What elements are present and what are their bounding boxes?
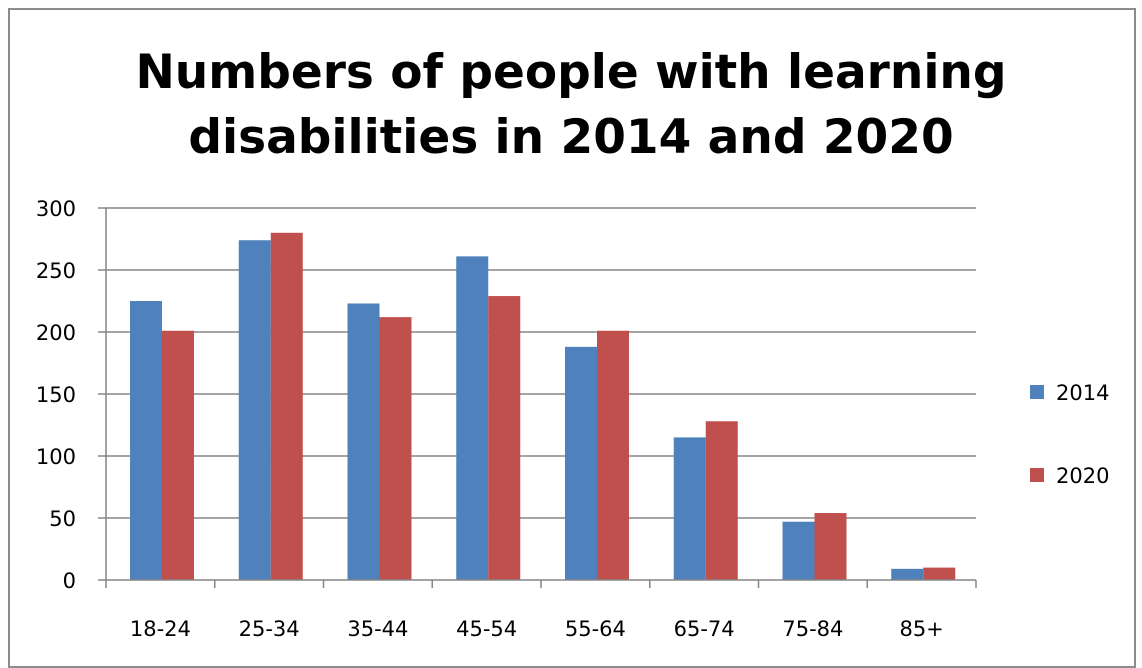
x-tick-label: 55-64	[565, 617, 626, 641]
bar-2020-75-84	[814, 513, 847, 580]
x-tick-label: 25-34	[239, 617, 300, 641]
bar-chart: 0 50 100 150 200 250 300 18-24 25-34 35-44 45-54 55…	[36, 197, 1110, 641]
chart-title-line-2: disabilities in 2014 and 2020	[188, 110, 954, 165]
bar-2014-45-54	[456, 256, 489, 580]
bar-2014-85+	[891, 568, 924, 580]
bar-2014-75-84	[782, 521, 815, 580]
bar-2020-55-64	[597, 330, 629, 580]
x-tick-label: 85+	[899, 617, 943, 641]
x-tick-label: 45-54	[456, 617, 517, 641]
bar-2020-18-24	[162, 330, 194, 580]
legend-swatch-2014	[1030, 385, 1044, 399]
bars	[130, 232, 956, 581]
bar-2020-25-34	[270, 232, 303, 581]
y-tick-label: 250	[36, 259, 76, 283]
x-tick-label: 75-84	[782, 617, 843, 641]
legend-swatch-2020	[1030, 468, 1044, 482]
y-tick-label: 50	[49, 507, 76, 531]
bar-2014-65-74	[673, 437, 706, 580]
bar-2014-18-24	[130, 301, 162, 580]
gridlines	[106, 207, 976, 519]
y-tick-label: 0	[63, 569, 76, 593]
bar-2014-35-44	[347, 303, 380, 580]
legend-label-2020: 2020	[1056, 464, 1109, 488]
x-tick-label: 35-44	[347, 617, 408, 641]
bar-2020-35-44	[379, 317, 412, 580]
bar-2020-45-54	[488, 296, 521, 580]
legend: 2014 2020	[1030, 381, 1109, 488]
y-tick-label: 150	[36, 383, 76, 407]
chart-title: Numbers of people with learning disabili…	[0, 40, 1142, 170]
x-tick-label: 65-74	[674, 617, 735, 641]
legend-label-2014: 2014	[1056, 381, 1109, 405]
bar-2014-55-64	[565, 346, 597, 580]
y-tick-label: 300	[36, 197, 76, 221]
x-tick-label: 18-24	[130, 617, 191, 641]
bar-2020-65-74	[705, 421, 738, 580]
bar-2014-25-34	[238, 240, 271, 581]
axes: 0 50 100 150 200 250 300 18-24 25-34 35-44 45-54 55…	[36, 197, 977, 641]
chart-title-line-1: Numbers of people with learning	[135, 45, 1007, 100]
y-tick-label: 200	[36, 321, 76, 345]
bar-2020-85+	[923, 567, 956, 580]
y-tick-label: 100	[36, 445, 76, 469]
